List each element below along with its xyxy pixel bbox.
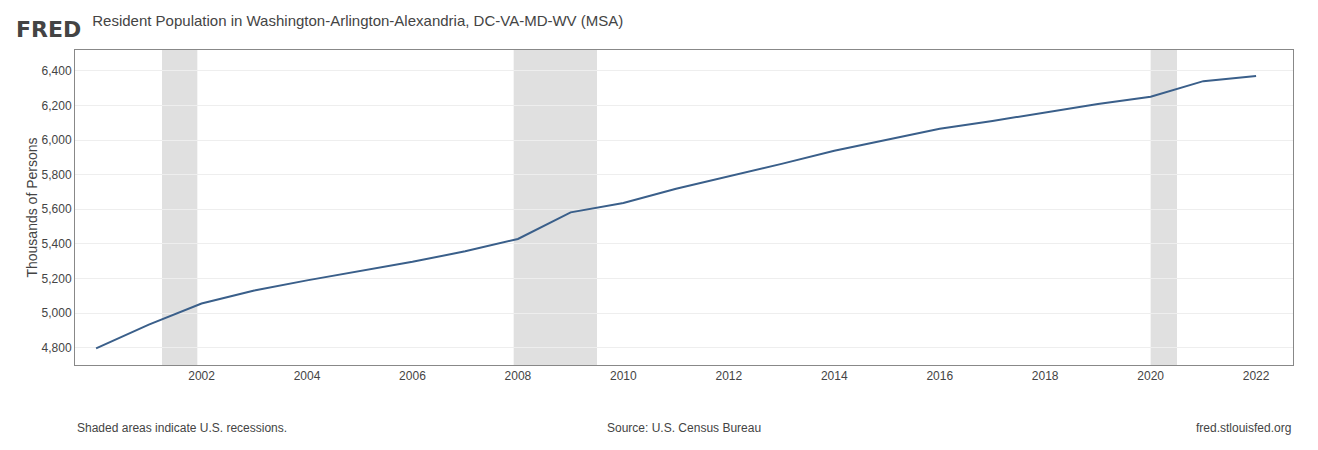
svg-text:FRED: FRED bbox=[16, 17, 81, 42]
svg-text:Resident Population in Washing: Resident Population in Washington-Arling… bbox=[92, 12, 623, 29]
svg-text:2010: 2010 bbox=[610, 369, 637, 383]
svg-text:6,200: 6,200 bbox=[42, 99, 72, 113]
svg-text:Shaded areas indicate U.S. rec: Shaded areas indicate U.S. recessions. bbox=[77, 421, 287, 435]
svg-text:2020: 2020 bbox=[1137, 369, 1164, 383]
svg-text:2012: 2012 bbox=[715, 369, 742, 383]
svg-text:2002: 2002 bbox=[188, 369, 215, 383]
svg-text:5,200: 5,200 bbox=[42, 272, 72, 286]
svg-text:2004: 2004 bbox=[294, 369, 321, 383]
svg-text:5,400: 5,400 bbox=[42, 237, 72, 251]
svg-text:5,600: 5,600 bbox=[42, 202, 72, 216]
svg-text:2016: 2016 bbox=[926, 369, 953, 383]
svg-text:Source: U.S. Census Bureau: Source: U.S. Census Bureau bbox=[607, 421, 761, 435]
svg-text:Thousands of Persons: Thousands of Persons bbox=[24, 137, 40, 277]
svg-text:2006: 2006 bbox=[399, 369, 426, 383]
svg-text:2008: 2008 bbox=[505, 369, 532, 383]
svg-text:5,800: 5,800 bbox=[42, 168, 72, 182]
svg-text:2014: 2014 bbox=[821, 369, 848, 383]
svg-text:6,000: 6,000 bbox=[42, 133, 72, 147]
svg-text:2018: 2018 bbox=[1032, 369, 1059, 383]
svg-text:2022: 2022 bbox=[1243, 369, 1270, 383]
svg-text:6,400: 6,400 bbox=[42, 64, 72, 78]
svg-text:fred.stlouisfed.org: fred.stlouisfed.org bbox=[1196, 421, 1291, 435]
svg-text:4,800: 4,800 bbox=[42, 341, 72, 355]
svg-text:5,000: 5,000 bbox=[42, 306, 72, 320]
